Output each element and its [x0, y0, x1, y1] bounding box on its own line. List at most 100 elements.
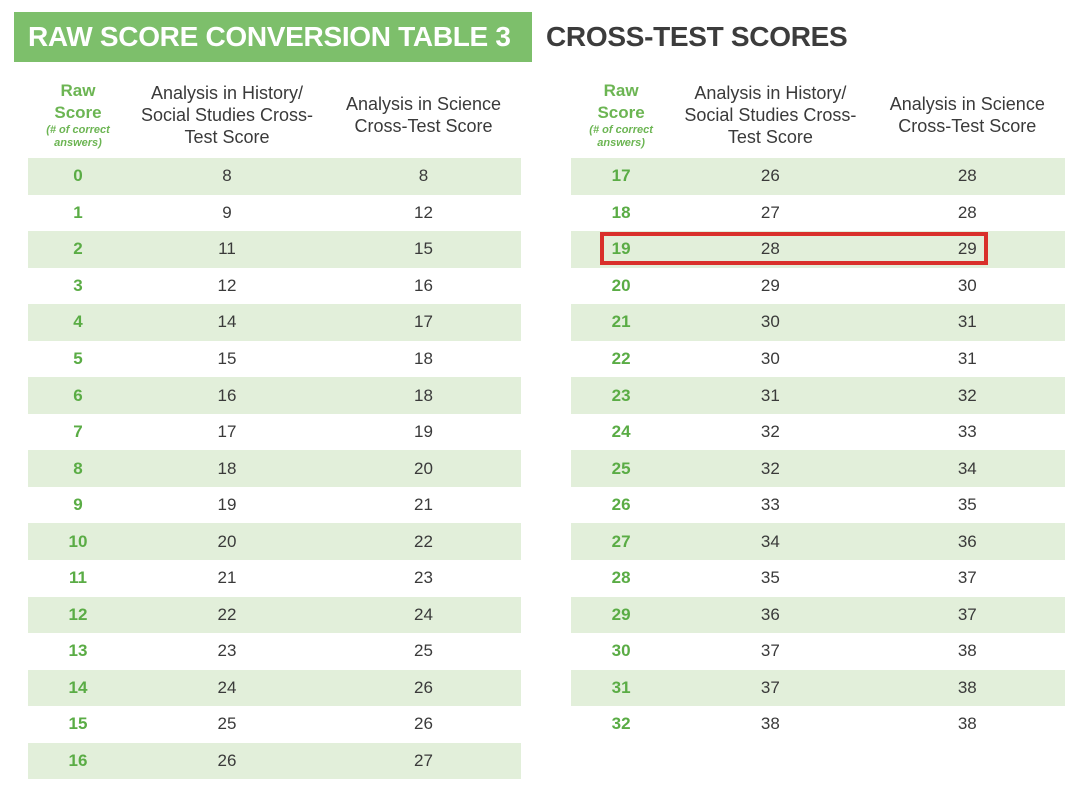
science-score-cell: 35 [957, 495, 977, 515]
raw-score-cell: 10 [28, 523, 128, 561]
raw-score-cell: 9 [73, 495, 83, 515]
table-row: 9 19 21 [28, 487, 521, 524]
raw-score-cell: 2 [28, 231, 128, 268]
table-row: 18 27 28 [571, 195, 1065, 232]
table-row: 14 24 26 [28, 669, 521, 707]
history-score-header: Analysis in History/ Social Studies Cros… [140, 83, 314, 147]
table-row: 21 30 31 [571, 304, 1065, 341]
raw-score-cell: 27 [571, 523, 672, 561]
history-score-cell: 38 [760, 714, 780, 734]
raw-score-cell: 29 [571, 596, 672, 634]
raw-header-line1: Raw [60, 81, 96, 100]
raw-score-cell: 25 [571, 450, 672, 487]
history-score-cell: 15 [217, 349, 237, 368]
raw-score-cell: 11 [69, 568, 87, 588]
history-score-cell: 26 [671, 158, 870, 195]
table-row: 12 22 24 [28, 596, 521, 634]
history-score-cell: 24 [128, 669, 326, 707]
raw-header-note: (# of correct answers) [46, 124, 110, 149]
history-score-cell: 25 [217, 714, 237, 734]
table-row: 11 21 23 [28, 560, 521, 597]
table-row: 16 26 27 [28, 742, 521, 780]
score-table-left-body: 0 8 8 1 9 12 2 11 15 3 12 16 4 14 17 5 15 18 6 16 18 7 17 19 8 18… [28, 158, 521, 780]
history-score-cell: 29 [760, 275, 780, 295]
table-row: 32 38 38 [571, 706, 1065, 743]
table-row: 1 9 12 [28, 195, 521, 232]
raw-score-cell: 14 [28, 669, 128, 707]
table-row: 7 17 19 [28, 414, 521, 451]
table-row: 6 16 18 [28, 377, 521, 414]
science-score-cell: 23 [414, 568, 433, 588]
table-row: 4 14 17 [28, 304, 521, 341]
science-score-cell: 21 [414, 495, 433, 515]
history-score-cell: 16 [128, 377, 326, 414]
raw-score-cell: 19 [571, 231, 672, 268]
history-score-cell: 20 [128, 523, 326, 561]
table-header-row: Raw Score (# of correct answers) Analysi… [571, 72, 1065, 158]
history-score-cell: 12 [217, 275, 237, 295]
science-score-cell: 18 [414, 349, 433, 368]
table-row: 25 32 34 [571, 450, 1065, 487]
table-row: 3 12 16 [28, 268, 521, 305]
table-row: 31 37 38 [571, 669, 1065, 707]
score-table-left: Raw Score (# of correct answers) Analysi… [28, 72, 521, 780]
table-row: 29 36 37 [571, 596, 1065, 634]
table-header-row: Raw Score (# of correct answers) Analysi… [28, 72, 521, 158]
science-score-cell: 34 [869, 450, 1065, 487]
history-score-cell: 33 [760, 495, 780, 515]
history-score-header: Analysis in History/ Social Studies Cros… [684, 83, 857, 147]
history-score-cell: 36 [671, 596, 870, 634]
history-score-cell: 30 [760, 349, 780, 368]
science-score-cell: 12 [414, 202, 433, 222]
science-score-cell: 30 [957, 275, 977, 295]
raw-header-line2: Score [54, 103, 102, 122]
score-table-right-body: 17 26 28 18 27 28 19 28 29 20 29 30 21 30 31 22 30 31 23 31… [571, 158, 1065, 743]
science-score-header: Analysis in Science Cross-Test Score [889, 94, 1045, 136]
science-score-cell: 18 [326, 377, 521, 414]
history-score-cell: 35 [760, 568, 780, 588]
table-row: 23 31 32 [571, 377, 1065, 414]
raw-score-header: Raw Score (# of correct answers) [28, 72, 128, 158]
raw-score-cell: 15 [68, 714, 88, 734]
raw-score-cell: 30 [611, 641, 631, 661]
raw-score-cell: 5 [73, 349, 83, 368]
science-score-cell: 38 [957, 714, 977, 734]
science-score-cell: 29 [869, 231, 1065, 268]
history-score-cell: 23 [217, 641, 237, 661]
table-row: 8 18 20 [28, 450, 521, 487]
table-row: 24 32 33 [571, 414, 1065, 451]
history-score-cell: 32 [760, 422, 780, 442]
history-score-cell: 31 [671, 377, 870, 414]
science-score-cell: 8 [326, 158, 521, 195]
raw-score-cell: 22 [611, 349, 631, 368]
science-score-cell: 28 [957, 202, 977, 222]
raw-score-cell: 13 [68, 641, 88, 661]
raw-score-cell: 32 [611, 714, 631, 734]
table-row: 10 20 22 [28, 523, 521, 561]
raw-score-cell: 1 [73, 202, 83, 222]
raw-score-cell: 0 [28, 158, 128, 195]
science-score-cell: 38 [869, 669, 1065, 707]
raw-score-cell: 8 [28, 450, 128, 487]
history-score-cell: 21 [217, 568, 237, 588]
table-row: 30 37 38 [571, 633, 1065, 670]
raw-score-cell: 6 [28, 377, 128, 414]
science-score-header: Analysis in Science Cross-Test Score [345, 94, 502, 136]
raw-score-cell: 26 [611, 495, 631, 515]
table-row: 5 15 18 [28, 341, 521, 378]
history-score-cell: 37 [671, 669, 870, 707]
science-score-cell: 19 [414, 422, 433, 442]
table-row: 13 23 25 [28, 633, 521, 670]
history-score-cell: 32 [671, 450, 870, 487]
history-score-cell: 30 [671, 304, 870, 341]
raw-score-cell: 18 [611, 202, 631, 222]
science-score-cell: 16 [414, 275, 433, 295]
science-score-cell: 27 [326, 742, 521, 780]
history-score-cell: 9 [222, 202, 232, 222]
page-subtitle: CROSS-TEST SCORES [546, 21, 848, 52]
raw-score-cell: 12 [28, 596, 128, 634]
table-row: 28 35 37 [571, 560, 1065, 597]
science-score-cell: 20 [326, 450, 521, 487]
history-score-cell: 37 [760, 641, 780, 661]
